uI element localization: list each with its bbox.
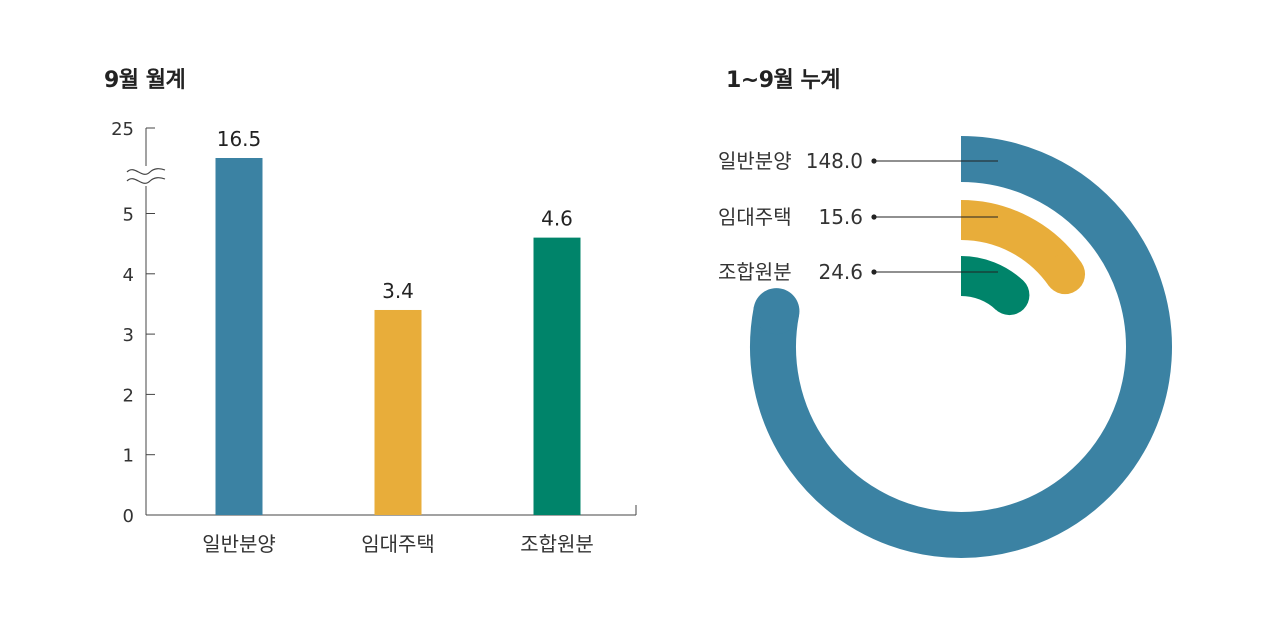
y-tick-label: 4 bbox=[123, 265, 134, 286]
y-tick-label: 2 bbox=[123, 385, 134, 406]
y-tick-label: 3 bbox=[123, 325, 134, 346]
category-label: 일반분양 bbox=[202, 532, 276, 556]
bar bbox=[215, 158, 263, 515]
radial-bar-end-cap bbox=[753, 288, 800, 335]
radial-value-label: 24.6 bbox=[818, 260, 863, 284]
bar-value-label: 4.6 bbox=[541, 207, 573, 231]
bar-value-label: 16.5 bbox=[217, 127, 262, 151]
bar-chart-title: 9월 월계 bbox=[104, 68, 186, 93]
category-label: 임대주택 bbox=[361, 532, 435, 556]
radial-category-label: 임대주택 bbox=[718, 205, 792, 229]
axis-break-mark bbox=[126, 168, 166, 175]
bar bbox=[533, 237, 581, 515]
radial-value-label: 148.0 bbox=[806, 149, 863, 173]
y-tick-label: 1 bbox=[123, 446, 134, 467]
category-label: 조합원분 bbox=[520, 532, 594, 556]
y-tick-label: 5 bbox=[123, 205, 134, 226]
radial-bar-end-cap bbox=[989, 275, 1030, 316]
radial-category-label: 조합원분 bbox=[718, 260, 792, 284]
axis-break-mark bbox=[126, 177, 166, 184]
y-tick-label: 0 bbox=[123, 506, 134, 527]
radial-chart-title: 1~9월 누계 bbox=[726, 68, 840, 93]
radial-value-label: 15.6 bbox=[818, 205, 863, 229]
radial-category-label: 일반분양 bbox=[718, 149, 792, 173]
bar bbox=[374, 309, 422, 515]
bar-value-label: 3.4 bbox=[382, 279, 414, 303]
radial-bar bbox=[750, 136, 1172, 558]
y-tick-label: 25 bbox=[111, 119, 134, 140]
radial-bar-end-cap bbox=[1045, 254, 1086, 295]
